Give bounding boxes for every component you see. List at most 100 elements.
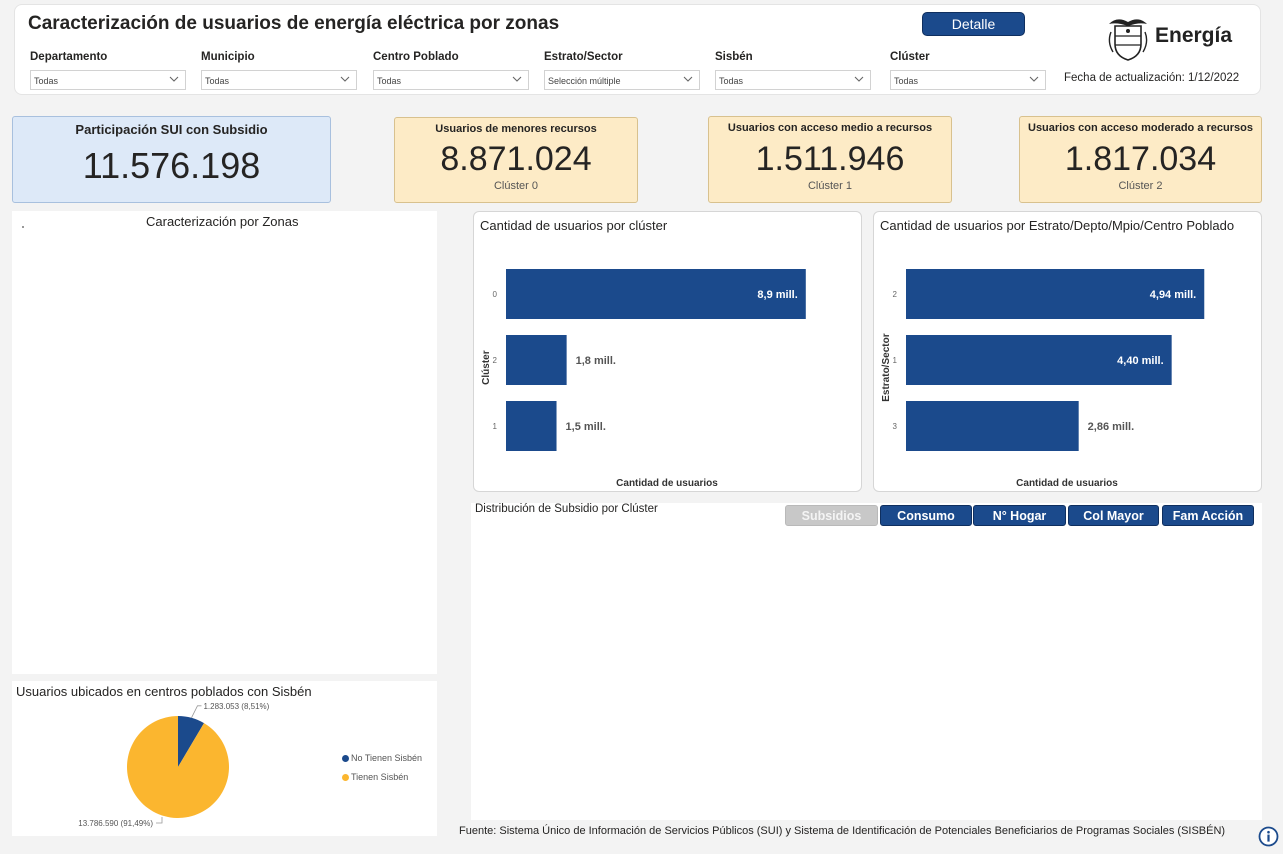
y-axis-label: Estrato/Sector bbox=[881, 333, 892, 401]
bar-2 bbox=[506, 335, 567, 385]
kpi-title: Participación SUI con Subsidio bbox=[75, 122, 268, 137]
kpi-title: Usuarios con acceso moderado a recursos bbox=[1028, 122, 1253, 134]
kpi-card-cluster-2: Usuarios con acceso moderado a recursos … bbox=[1019, 116, 1262, 203]
tab-col-mayor[interactable]: Col Mayor bbox=[1068, 505, 1159, 526]
chevron-down-icon bbox=[169, 76, 179, 82]
distribution-panel: Distribución de Subsidio por Clúster bbox=[471, 503, 1262, 820]
data-label: 4,40 mill. bbox=[1117, 355, 1163, 367]
kpi-value: 1.511.946 bbox=[755, 140, 905, 178]
distribution-title: Distribución de Subsidio por Clúster bbox=[475, 503, 658, 515]
filter-value: Todas bbox=[377, 76, 402, 86]
kpi-card-cluster-0: Usuarios de menores recursos 8.871.024 C… bbox=[394, 117, 638, 203]
bar-chart-cluster: 0 8,9 mill. 2 1,8 mill. 1 1,5 mill. Cantidad d… bbox=[481, 269, 806, 489]
kpi-card-cluster-1: Usuarios con acceso medio a recursos 1.5… bbox=[708, 116, 952, 203]
bar-chart-estrato: 2 4,94 mill. 1 4,40 mill. 3 2,86 mill. Cantida… bbox=[881, 269, 1205, 489]
x-axis-label: Cantidad de usuarios bbox=[1016, 478, 1118, 489]
filter-label: Sisbén bbox=[715, 51, 753, 63]
map-marker bbox=[22, 226, 24, 228]
chevron-down-icon bbox=[1029, 76, 1039, 82]
filter-value: Todas bbox=[34, 76, 59, 86]
bar-1 bbox=[506, 401, 557, 451]
filter-centro-poblado[interactable]: Centro Poblado Todas bbox=[373, 51, 529, 90]
bar-0 bbox=[506, 269, 806, 319]
tab-subsidios[interactable]: Subsidios bbox=[785, 505, 878, 526]
logo: Energía bbox=[1105, 14, 1239, 64]
map-panel: Caracterización por Zonas bbox=[12, 211, 437, 674]
filter-dropdown[interactable]: Selección múltiple bbox=[544, 70, 700, 90]
filter-cluster[interactable]: Clúster Todas bbox=[890, 51, 1046, 90]
data-label: 1,5 mill. bbox=[566, 421, 606, 433]
source-footer: Fuente: Sistema Único de Información de … bbox=[459, 825, 1226, 837]
data-label: 1.283.053 (8,51%) bbox=[203, 702, 269, 711]
leader-line bbox=[156, 817, 163, 824]
data-label: 1,8 mill. bbox=[576, 355, 616, 367]
tick-label: 1 bbox=[893, 356, 898, 365]
tab-fam-accion[interactable]: Fam Acción bbox=[1162, 505, 1254, 526]
legend-label: Tienen Sisbén bbox=[351, 772, 409, 782]
pie-panel: Usuarios ubicados en centros poblados co… bbox=[12, 681, 437, 836]
tick-label: 1 bbox=[493, 422, 498, 431]
legend-item-no-sisben[interactable]: No Tienen Sisbén bbox=[342, 753, 422, 763]
chevron-down-icon bbox=[340, 76, 350, 82]
legend-label: No Tienen Sisbén bbox=[351, 753, 423, 763]
filter-dropdown[interactable]: Todas bbox=[373, 70, 529, 90]
filter-label: Estrato/Sector bbox=[544, 51, 623, 63]
filter-estrato-sector[interactable]: Estrato/Sector Selección múltiple bbox=[544, 51, 700, 90]
bar-1 bbox=[906, 335, 1172, 385]
bar-3 bbox=[906, 401, 1079, 451]
legend-dot bbox=[342, 774, 349, 782]
tick-label: 2 bbox=[493, 356, 498, 365]
data-label: 13.786.590 (91,49%) bbox=[78, 819, 153, 828]
pie-slice-sisben bbox=[127, 716, 229, 818]
legend-dot bbox=[342, 755, 349, 763]
chevron-down-icon bbox=[854, 76, 864, 82]
kpi-title: Usuarios de menores recursos bbox=[435, 123, 597, 135]
tick-label: 2 bbox=[893, 290, 898, 299]
chevron-down-icon bbox=[683, 76, 693, 82]
chart-title: Cantidad de usuarios por clúster bbox=[480, 218, 668, 233]
bar-chart-cluster-card: Cantidad de usuarios por clúster 0 8,9 mi… bbox=[473, 211, 862, 492]
chart-title: Cantidad de usuarios por Estrato/Depto/M… bbox=[880, 218, 1235, 233]
pie-slice-no-sisben bbox=[178, 716, 205, 767]
logo-text: Energía bbox=[1155, 24, 1233, 47]
filter-value: Selección múltiple bbox=[548, 76, 621, 86]
filter-dropdown[interactable]: Todas bbox=[30, 70, 186, 90]
filter-sisben[interactable]: Sisbén Todas bbox=[715, 51, 871, 90]
filter-dropdown[interactable]: Todas bbox=[890, 70, 1046, 90]
legend-item-sisben[interactable]: Tienen Sisbén bbox=[342, 772, 408, 782]
filter-value: Todas bbox=[719, 76, 744, 86]
leader-line bbox=[191, 705, 202, 718]
kpi-subtitle: Clúster 0 bbox=[493, 180, 539, 192]
filter-label: Municipio bbox=[201, 51, 255, 63]
pie-title: Usuarios ubicados en centros poblados co… bbox=[16, 684, 312, 699]
filter-label: Departamento bbox=[30, 51, 108, 63]
filter-departamento[interactable]: Departamento Todas bbox=[30, 51, 186, 90]
tick-label: 0 bbox=[493, 290, 498, 299]
bar-2 bbox=[906, 269, 1205, 319]
info-icon[interactable] bbox=[1258, 826, 1279, 847]
coat-of-arms-icon bbox=[1108, 19, 1148, 61]
tab-n-hogar[interactable]: N° Hogar bbox=[973, 505, 1066, 526]
filter-dropdown[interactable]: Todas bbox=[715, 70, 871, 90]
filter-municipio[interactable]: Municipio Todas bbox=[201, 51, 357, 90]
kpi-subtitle: Clúster 2 bbox=[1118, 180, 1163, 192]
tab-consumo[interactable]: Consumo bbox=[880, 505, 972, 526]
kpi-subtitle: Clúster 1 bbox=[807, 180, 853, 192]
page-title: Caracterización de usuarios de energía e… bbox=[28, 13, 560, 34]
kpi-value: 8.871.024 bbox=[440, 140, 592, 178]
pie-chart: 1.283.053 (8,51%) 13.786.590 (91,49%) bbox=[78, 702, 269, 828]
header-panel: Caracterización de usuarios de energía e… bbox=[14, 4, 1261, 95]
kpi-card-subsidio: Participación SUI con Subsidio 11.576.19… bbox=[12, 116, 331, 203]
y-axis-label: Clúster bbox=[481, 350, 492, 385]
map-title: Caracterización por Zonas bbox=[146, 214, 299, 229]
kpi-value: 1.817.034 bbox=[1064, 140, 1217, 178]
filter-label: Centro Poblado bbox=[373, 51, 459, 63]
filter-dropdown[interactable]: Todas bbox=[201, 70, 357, 90]
filter-value: Todas bbox=[894, 76, 919, 86]
tick-label: 3 bbox=[893, 422, 898, 431]
filter-value: Todas bbox=[205, 76, 230, 86]
chevron-down-icon bbox=[512, 76, 522, 82]
data-label: 2,86 mill. bbox=[1088, 421, 1134, 433]
detail-button[interactable]: Detalle bbox=[922, 12, 1025, 36]
bar-chart-estrato-card: Cantidad de usuarios por Estrato/Depto/M… bbox=[873, 211, 1262, 492]
